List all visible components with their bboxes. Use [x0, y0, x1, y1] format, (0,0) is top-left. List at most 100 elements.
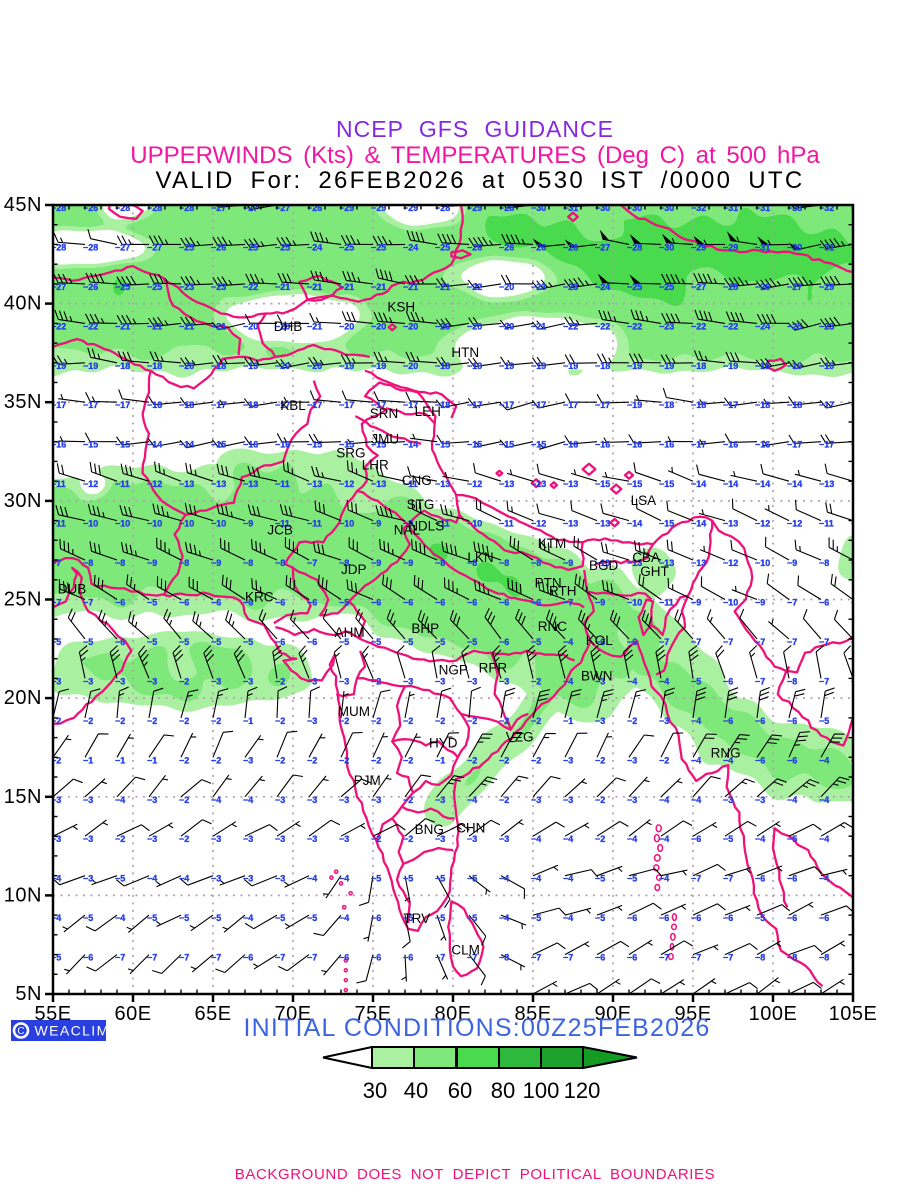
svg-text:−18: −18 — [243, 400, 258, 410]
svg-text:RPR: RPR — [479, 661, 508, 676]
svg-text:−4: −4 — [723, 755, 733, 765]
svg-text:−6: −6 — [819, 598, 829, 608]
svg-text:PTN: PTN — [535, 576, 562, 591]
svg-text:−19: −19 — [243, 361, 258, 371]
svg-text:−15: −15 — [499, 440, 514, 450]
svg-text:−4: −4 — [819, 834, 829, 844]
svg-text:−27: −27 — [51, 282, 66, 292]
svg-text:−17: −17 — [691, 440, 706, 450]
svg-text:40N: 40N — [4, 293, 42, 315]
svg-text:−13: −13 — [595, 519, 610, 529]
svg-text:−5: −5 — [787, 834, 797, 844]
svg-text:65E: 65E — [194, 1003, 231, 1025]
svg-text:−3: −3 — [339, 795, 349, 805]
svg-text:−4: −4 — [755, 834, 765, 844]
svg-text:−8: −8 — [467, 558, 477, 568]
svg-text:−23: −23 — [563, 282, 578, 292]
svg-text:−3: −3 — [243, 834, 253, 844]
svg-text:−4: −4 — [819, 755, 829, 765]
svg-text:−6: −6 — [627, 637, 637, 647]
svg-text:−5: −5 — [179, 913, 189, 923]
svg-text:−3: −3 — [307, 716, 317, 726]
svg-text:−7: −7 — [51, 558, 61, 568]
svg-text:−23: −23 — [211, 282, 226, 292]
svg-text:−3: −3 — [275, 795, 285, 805]
svg-text:−13: −13 — [243, 479, 258, 489]
svg-text:−5: −5 — [627, 874, 637, 884]
svg-text:−30: −30 — [659, 203, 674, 213]
svg-text:−1: −1 — [147, 755, 157, 765]
svg-text:−20: −20 — [371, 321, 386, 331]
svg-text:−21: −21 — [371, 282, 386, 292]
svg-text:−20: −20 — [179, 361, 194, 371]
svg-text:75E: 75E — [354, 1003, 391, 1025]
svg-text:−21: −21 — [115, 321, 130, 331]
svg-text:−4: −4 — [563, 676, 573, 686]
svg-text:−11: −11 — [819, 519, 834, 529]
svg-text:−23: −23 — [819, 321, 834, 331]
svg-text:−7: −7 — [467, 953, 477, 963]
svg-text:−13: −13 — [371, 479, 386, 489]
svg-text:−6: −6 — [531, 598, 541, 608]
svg-text:−5: −5 — [723, 834, 733, 844]
svg-text:−3: −3 — [595, 716, 605, 726]
svg-text:−3: −3 — [563, 795, 573, 805]
svg-text:−4: −4 — [499, 874, 509, 884]
svg-text:−4: −4 — [563, 834, 573, 844]
svg-text:−17: −17 — [115, 400, 130, 410]
svg-text:−15: −15 — [83, 440, 98, 450]
svg-text:−7: −7 — [787, 637, 797, 647]
svg-text:−25: −25 — [435, 242, 450, 252]
svg-text:15N: 15N — [4, 786, 42, 808]
svg-text:−17: −17 — [51, 400, 66, 410]
svg-text:−29: −29 — [467, 203, 482, 213]
svg-text:−28: −28 — [435, 203, 450, 213]
svg-text:−25: −25 — [659, 282, 674, 292]
svg-text:BNG: BNG — [415, 822, 444, 837]
svg-text:−7: −7 — [819, 676, 829, 686]
svg-text:−6: −6 — [371, 953, 381, 963]
svg-text:−17: −17 — [531, 400, 546, 410]
svg-text:−22: −22 — [243, 282, 258, 292]
svg-text:−17: −17 — [563, 400, 578, 410]
svg-text:−8: −8 — [819, 953, 829, 963]
svg-text:−22: −22 — [563, 321, 578, 331]
svg-text:−4: −4 — [563, 913, 573, 923]
svg-text:−6: −6 — [787, 913, 797, 923]
svg-text:−6: −6 — [755, 755, 765, 765]
svg-text:−5: −5 — [243, 637, 253, 647]
svg-text:−8: −8 — [115, 558, 125, 568]
svg-text:−15: −15 — [659, 479, 674, 489]
svg-text:−26: −26 — [499, 242, 514, 252]
svg-text:−5: −5 — [435, 913, 445, 923]
svg-text:−25: −25 — [147, 282, 162, 292]
svg-text:−31: −31 — [723, 203, 738, 213]
svg-text:−13: −13 — [691, 558, 706, 568]
svg-text:STG: STG — [407, 497, 435, 512]
svg-text:20N: 20N — [4, 687, 42, 709]
svg-text:−9: −9 — [403, 558, 413, 568]
svg-text:−6: −6 — [467, 598, 477, 608]
svg-text:−4: −4 — [467, 795, 477, 805]
svg-text:−24: −24 — [403, 242, 418, 252]
svg-text:−15: −15 — [435, 440, 450, 450]
svg-text:−9: −9 — [595, 598, 605, 608]
svg-text:−17: −17 — [499, 400, 514, 410]
svg-text:−6: −6 — [435, 598, 445, 608]
svg-text:−18: −18 — [179, 400, 194, 410]
svg-text:−18: −18 — [755, 400, 770, 410]
svg-text:−2: −2 — [179, 676, 189, 686]
svg-text:SRG: SRG — [336, 446, 365, 461]
svg-text:−16: −16 — [659, 440, 674, 450]
svg-text:−19: −19 — [51, 361, 66, 371]
svg-text:BGD: BGD — [589, 558, 619, 573]
svg-text:−7: −7 — [659, 953, 669, 963]
svg-text:95E: 95E — [674, 1003, 711, 1025]
svg-text:−3: −3 — [595, 676, 605, 686]
svg-text:−4: −4 — [691, 716, 701, 726]
svg-text:−7: −7 — [723, 874, 733, 884]
svg-text:−11: −11 — [115, 479, 130, 489]
svg-text:−20: −20 — [339, 321, 354, 331]
svg-text:−2: −2 — [403, 755, 413, 765]
svg-text:−7: −7 — [211, 953, 221, 963]
